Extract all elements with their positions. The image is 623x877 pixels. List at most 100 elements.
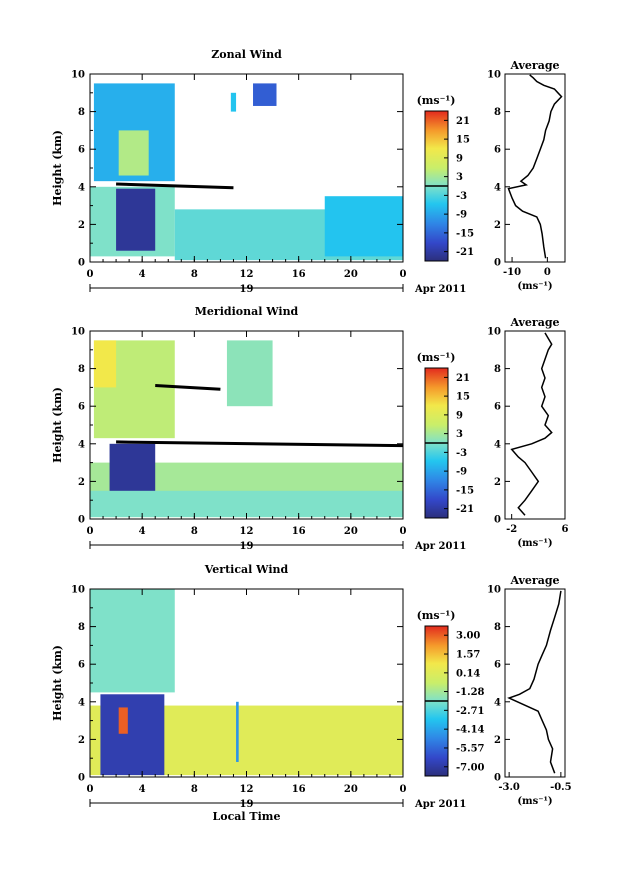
- data-line: [116, 440, 404, 448]
- profile-y-tick-label: 10: [487, 70, 501, 81]
- colorbar-tick-label: -3: [456, 191, 467, 202]
- data-line: [155, 384, 221, 391]
- y-tick-label: 4: [78, 182, 85, 193]
- colorbar-tick-label: 0.14: [456, 668, 480, 679]
- y-tick-label: 4: [78, 439, 85, 450]
- y-tick-label: 8: [78, 622, 85, 633]
- y-tick-label: 8: [78, 107, 85, 118]
- y-tick-label: 6: [78, 402, 85, 413]
- profile-x-tick-label: -10: [503, 267, 521, 278]
- profile-unit-label: (ms⁻¹): [517, 538, 552, 549]
- data-blocks: [90, 83, 403, 261]
- x-tick-label: 12: [240, 784, 254, 795]
- profile-y-tick-label: 10: [487, 327, 501, 338]
- day-label: 19: [240, 541, 254, 552]
- y-tick-label: 2: [78, 220, 85, 231]
- data-block: [116, 188, 156, 251]
- panel-title: Meridional Wind: [195, 305, 299, 318]
- colorbar-tick-label: -15: [456, 485, 474, 496]
- y-tick-label: 10: [71, 585, 85, 596]
- x-tick-label: 0: [400, 269, 407, 280]
- colorbar-unit-label: (ms⁻¹): [417, 609, 456, 622]
- colorbar-tick-label: 9: [456, 410, 463, 421]
- data-block: [100, 694, 165, 776]
- colorbar-tick-label: 3: [456, 429, 463, 440]
- profile-line: [507, 74, 563, 259]
- x-tick-label: 4: [139, 269, 146, 280]
- day-label: 19: [240, 284, 254, 295]
- x-tick-label: 0: [400, 784, 407, 795]
- y-tick-label: 0: [78, 773, 85, 784]
- x-tick-label: 20: [344, 784, 358, 795]
- profile-title: Average: [509, 574, 559, 587]
- data-block: [226, 340, 273, 407]
- x-tick-label: 0: [87, 784, 94, 795]
- colorbar-tick-label: 9: [456, 153, 463, 164]
- colorbar-tick-label: -4.14: [456, 725, 485, 736]
- colorbar-unit-label: (ms⁻¹): [417, 94, 456, 107]
- colorbar-tick-label: 1.57: [456, 650, 480, 661]
- y-tick-label: 0: [78, 515, 85, 526]
- y-axis-label: Height (km): [51, 387, 64, 463]
- profile-title: Average: [509, 316, 559, 329]
- colorbar-tick-label: -3: [456, 448, 467, 459]
- profile-frame: [504, 73, 566, 263]
- profile-x-tick-label: -3.0: [498, 782, 520, 793]
- y-tick-label: 6: [78, 660, 85, 671]
- profile-line: [507, 590, 562, 774]
- data-block: [230, 92, 237, 112]
- y-tick-label: 6: [78, 145, 85, 156]
- x-tick-label: 16: [292, 269, 306, 280]
- day-label: 19: [240, 799, 254, 810]
- y-tick-label: 4: [78, 697, 85, 708]
- profile-x-tick-label: 0: [544, 267, 551, 278]
- profile-y-tick-label: 2: [494, 735, 501, 746]
- date-label: Apr 2011: [414, 284, 466, 295]
- colorbar-tick-label: -9: [456, 467, 467, 478]
- y-tick-label: 2: [78, 735, 85, 746]
- profile-y-tick-label: 0: [494, 773, 501, 784]
- profile-y-tick-label: 4: [494, 697, 501, 708]
- profile-y-tick-label: 8: [494, 622, 501, 633]
- panel-2: Meridional Wind 0 2 4 6 8 10 Height (km) 0 4 8 12 16…: [51, 305, 569, 552]
- data-blocks: [90, 589, 403, 776]
- x-tick-label: 4: [139, 526, 146, 537]
- colorbar-tick-label: -7.00: [456, 762, 485, 773]
- data-block: [90, 490, 403, 518]
- y-tick-label: 10: [71, 327, 85, 338]
- panel-title: Zonal Wind: [211, 48, 282, 61]
- data-block: [93, 340, 117, 388]
- colorbar-tick-label: -21: [456, 504, 474, 515]
- profile-y-tick-label: 2: [494, 220, 501, 231]
- profile-line: [510, 332, 553, 516]
- profile-y-tick-label: 6: [494, 145, 501, 156]
- data-block: [324, 196, 403, 257]
- colorbar-tick-label: -21: [456, 247, 474, 258]
- x-tick-label: 16: [292, 526, 306, 537]
- colorbar-unit-label: (ms⁻¹): [417, 351, 456, 364]
- data-blocks: [90, 340, 403, 518]
- x-tick-label: 0: [400, 526, 407, 537]
- data-block: [253, 83, 277, 106]
- colorbar-tick-label: -2.71: [456, 706, 485, 717]
- x-axis-label: Local Time: [213, 810, 281, 823]
- colorbar-tick-label: -9: [456, 210, 467, 221]
- profile-x-tick-label: -2: [506, 524, 517, 535]
- date-label: Apr 2011: [414, 799, 466, 810]
- profile-unit-label: (ms⁻¹): [517, 281, 552, 292]
- data-block: [90, 589, 175, 693]
- profile-y-tick-label: 10: [487, 585, 501, 596]
- profile-frame: [504, 588, 566, 778]
- profile-y-tick-label: 6: [494, 402, 501, 413]
- x-tick-label: 8: [191, 526, 198, 537]
- profile-y-tick-label: 4: [494, 439, 501, 450]
- y-tick-label: 2: [78, 477, 85, 488]
- x-tick-label: 20: [344, 526, 358, 537]
- y-axis-label: Height (km): [51, 130, 64, 206]
- profile-y-tick-label: 0: [494, 258, 501, 269]
- x-tick-label: 20: [344, 269, 358, 280]
- data-block: [118, 130, 149, 176]
